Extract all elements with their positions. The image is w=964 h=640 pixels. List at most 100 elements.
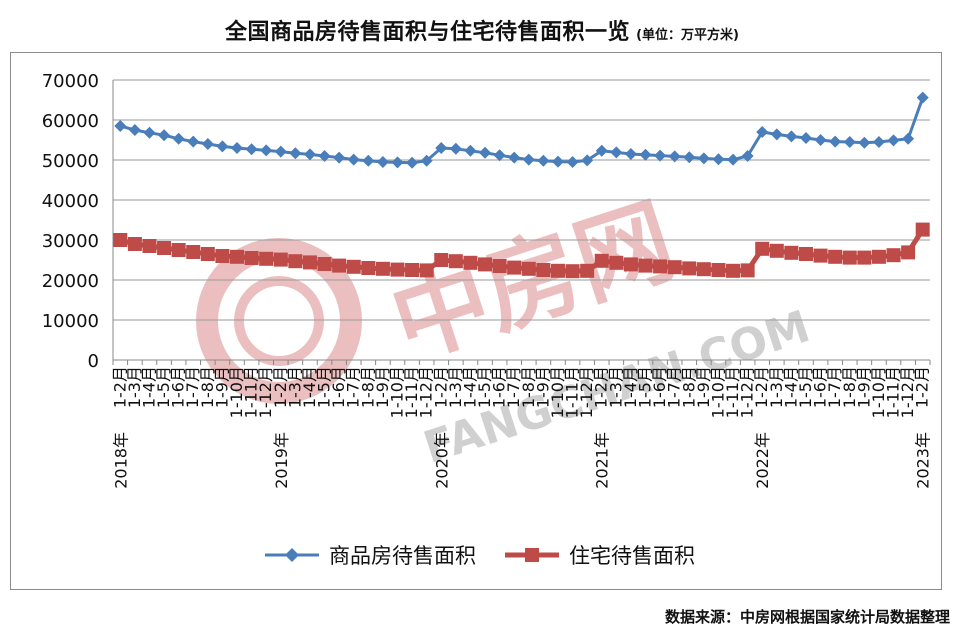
legend-marker-diamond-icon [285,548,299,562]
chart-title: 全国商品房待售面积与住宅待售面积一览 (单位：万平方米) [0,14,964,46]
data-point-series1 [668,150,681,163]
data-point-series2 [653,259,668,274]
x-tick-label: 1-11月 [563,366,582,418]
data-point-series2 [842,250,857,265]
data-point-series2 [463,255,478,270]
x-tick-label: 1-12月 [738,366,757,418]
data-point-series2 [696,262,711,277]
data-point-series1 [362,154,375,167]
data-point-series2 [915,222,930,237]
watermark-logo-text: 中房网 [378,184,687,380]
data-point-series1 [581,154,594,167]
x-tick-label: 1-3月 [767,366,786,408]
data-point-series1 [551,155,564,168]
x-tick-label: 1-10月 [869,366,888,418]
data-point-series1 [829,135,842,148]
chart-unit: (单位：万平方米) [636,28,739,43]
data-point-series2 [361,261,376,275]
data-point-series1 [420,154,433,167]
y-tick-label: 40000 [42,191,99,212]
data-point-series1 [318,150,331,162]
x-tick-label: 1-10月 [387,366,406,418]
data-point-series2 [302,255,317,270]
x-tick-label: 1-2月 [592,366,611,408]
data-point-series2 [769,243,784,258]
y-tick-label: 30000 [42,231,99,252]
x-tick-label: 1-3月 [446,366,465,408]
data-point-series1 [654,149,667,162]
x-tick-label: 1-8月 [679,366,698,408]
data-point-series1 [741,150,754,162]
data-point-series1 [916,91,929,104]
x-tick-label: 1-8月 [519,366,538,408]
x-tick-label: 1-8月 [358,366,377,408]
data-point-series2 [215,249,230,263]
watermark-ring-icon [196,238,362,404]
x-tick-label: 1-7月 [504,366,523,408]
series-line-1 [119,97,925,165]
x-tick-label: 1-2月 [431,366,450,408]
data-point-series2 [142,239,157,253]
data-point-series1 [376,156,389,168]
y-tick-label: 60000 [42,111,99,132]
data-point-series1 [333,151,346,164]
data-point-series1 [566,156,579,168]
data-point-series2 [171,243,186,257]
data-point-series2 [813,248,828,263]
x-tick-label: 1-11月 [402,366,421,418]
x-year-label: 2022年 [753,432,772,489]
data-point-series1 [493,149,506,162]
data-point-series2 [273,252,288,267]
legend-marker-square-icon [525,548,539,562]
y-tick-label: 0 [88,351,99,372]
data-point-series2 [186,245,201,259]
x-tick-label: 1-6月 [650,366,669,408]
data-point-series1 [114,120,127,132]
x-tick-label: 1-11月 [242,366,261,418]
data-point-series1 [128,124,141,136]
data-point-series2 [478,257,493,272]
data-point-series1 [799,132,812,144]
data-point-series2 [623,257,638,272]
y-tick-label: 10000 [42,311,99,332]
data-point-series1 [143,126,156,139]
data-point-series1 [522,153,535,166]
data-point-series1 [683,151,696,164]
data-point-series2 [667,260,682,275]
data-point-series2 [638,258,653,273]
data-point-series2 [448,254,463,269]
x-tick-label: 1-10月 [548,366,567,418]
data-point-series1 [770,128,783,141]
x-tick-label: 1-9月 [854,366,873,408]
x-tick-label: 1-12月 [417,366,436,418]
x-tick-label: 1-4月 [300,366,319,408]
data-point-series1 [187,135,200,148]
x-year-label: 2020年 [432,432,451,489]
data-point-series2 [375,261,390,276]
data-point-series2 [507,260,522,275]
data-point-series2 [740,263,755,278]
x-tick-label: 1-7月 [825,366,844,408]
data-point-series1 [843,136,856,148]
data-point-series2 [609,255,624,270]
x-tick-label: 1-2月 [271,366,290,408]
data-point-series1 [449,142,462,155]
data-point-series2 [346,259,361,274]
data-point-series1 [639,148,652,161]
x-tick-label: 1-12月 [256,366,275,418]
data-point-series2 [726,263,741,278]
x-tick-label: 1-9月 [373,366,392,408]
data-point-series1 [902,132,915,145]
data-point-series2 [157,241,172,255]
data-point-series2 [565,264,580,279]
x-year-label: 2018年 [111,432,130,489]
data-point-series1 [624,148,637,160]
x-tick-label: 1-5月 [475,366,494,408]
x-tick-label: 1-4月 [781,366,800,408]
legend-label-series2: 住宅待售面积 [569,544,695,568]
legend-label-series1: 商品房待售面积 [329,544,476,568]
chart-title-text: 全国商品房待售面积与住宅待售面积一览 [225,20,631,45]
x-tick-label: 1-5月 [796,366,815,408]
data-point-series1 [231,142,244,154]
y-tick-label: 70000 [42,71,99,92]
